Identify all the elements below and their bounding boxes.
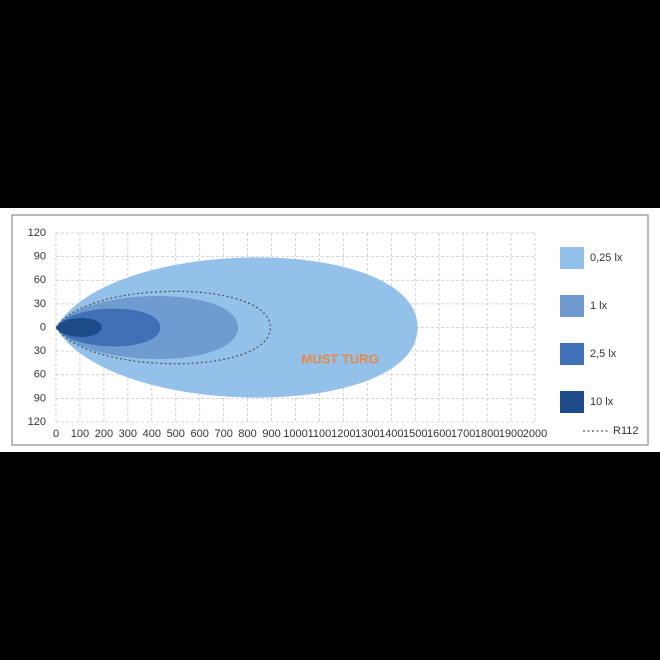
- x-tick-label: 1900: [499, 428, 523, 440]
- y-tick-label: 90: [34, 251, 46, 263]
- y-tick-label: 60: [34, 274, 46, 286]
- frame: [11, 214, 649, 446]
- legend-label: 2,5 lx: [590, 348, 617, 360]
- y-tick-label: 0: [40, 321, 46, 333]
- y-tick-label: 120: [28, 416, 46, 428]
- legend-label: 0,25 lx: [590, 252, 623, 264]
- legend-swatch: [560, 343, 584, 365]
- y-tick-label: 30: [34, 298, 46, 310]
- legend-swatch: [560, 391, 584, 413]
- x-tick-label: 800: [238, 428, 256, 440]
- beam-zone: [56, 308, 161, 347]
- x-tick-label: 600: [191, 428, 209, 440]
- beam-zone: [56, 318, 102, 337]
- x-tick-label: 1800: [475, 428, 499, 440]
- x-tick-label: 400: [143, 428, 161, 440]
- x-tick-label: 900: [262, 428, 280, 440]
- x-tick-label: 200: [95, 428, 113, 440]
- x-tick-label: 2000: [523, 428, 547, 440]
- x-tick-label: 1500: [403, 428, 427, 440]
- x-tick-label: 1400: [379, 428, 403, 440]
- x-tick-label: 1600: [427, 428, 451, 440]
- watermark: MUST TURG: [301, 351, 378, 366]
- legend-label: 10 lx: [590, 396, 614, 408]
- y-tick-label: 90: [34, 392, 46, 404]
- legend-swatch: [560, 247, 584, 269]
- x-tick-label: 1200: [331, 428, 355, 440]
- x-tick-label: 1700: [451, 428, 475, 440]
- x-tick-label: 700: [214, 428, 232, 440]
- x-tick-label: 1300: [355, 428, 379, 440]
- x-tick-label: 1000: [283, 428, 307, 440]
- legend-label: R112: [613, 425, 638, 437]
- x-tick-label: 0: [53, 428, 59, 440]
- reference-line: [55, 290, 272, 365]
- y-tick-label: 30: [34, 345, 46, 357]
- legend-label: 1 lx: [590, 300, 608, 312]
- legend-swatch: [560, 295, 584, 317]
- x-tick-label: 1100: [308, 428, 332, 440]
- y-tick-label: 60: [34, 369, 46, 381]
- x-tick-label: 500: [167, 428, 185, 440]
- x-tick-label: 100: [71, 428, 89, 440]
- y-tick-label: 120: [28, 227, 46, 239]
- x-tick-label: 300: [119, 428, 137, 440]
